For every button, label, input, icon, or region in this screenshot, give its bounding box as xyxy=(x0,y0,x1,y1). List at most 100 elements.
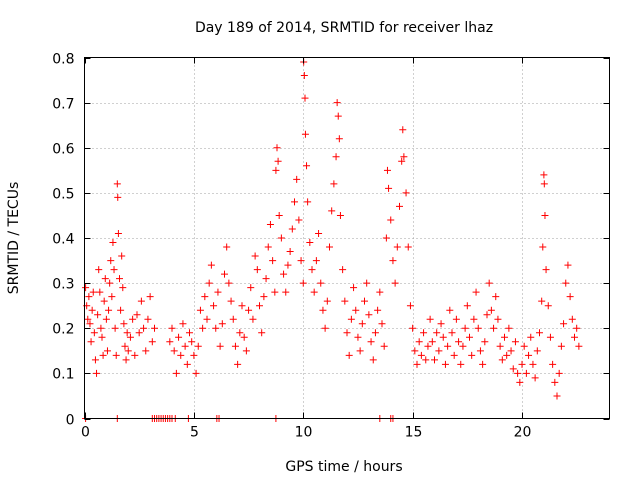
data-point xyxy=(396,202,403,210)
data-point xyxy=(399,126,407,134)
data-point xyxy=(533,347,541,355)
data-point xyxy=(481,338,489,346)
data-point xyxy=(94,311,102,319)
data-point xyxy=(114,193,122,201)
data-point xyxy=(121,342,129,350)
data-point xyxy=(82,284,90,292)
data-point xyxy=(347,315,355,323)
data-point xyxy=(472,288,480,296)
y-tick-label: 0.4 xyxy=(52,232,74,248)
data-point xyxy=(536,329,543,337)
data-point xyxy=(229,315,237,323)
x-axis-label: GPS time / hours xyxy=(285,459,402,475)
y-tick-label: 0.2 xyxy=(52,322,74,338)
data-point xyxy=(140,324,148,332)
data-point xyxy=(571,333,578,341)
data-point xyxy=(188,338,196,346)
data-point xyxy=(356,347,364,355)
data-point xyxy=(247,284,255,292)
data-point xyxy=(126,333,134,341)
data-point xyxy=(108,293,116,301)
data-point xyxy=(231,342,239,350)
data-point xyxy=(274,157,282,165)
data-point xyxy=(326,243,333,251)
data-point xyxy=(409,324,417,332)
data-point xyxy=(540,171,548,179)
data-point xyxy=(525,351,533,359)
data-point xyxy=(135,329,143,337)
data-point xyxy=(387,216,395,224)
data-point xyxy=(490,324,498,332)
data-point xyxy=(319,306,327,314)
data-point xyxy=(175,333,183,341)
data-point xyxy=(424,342,432,350)
data-point xyxy=(84,315,92,323)
y-tick-label: 0 xyxy=(66,413,75,429)
data-point xyxy=(201,293,209,301)
data-point xyxy=(266,220,274,228)
data-point xyxy=(297,257,305,265)
data-point xyxy=(428,338,436,346)
data-point xyxy=(242,347,250,355)
data-point xyxy=(304,198,312,206)
data-point xyxy=(272,166,280,174)
data-point xyxy=(444,342,452,350)
data-point xyxy=(205,279,213,287)
data-point xyxy=(179,320,187,328)
data-point xyxy=(144,315,152,323)
data-point xyxy=(148,338,156,346)
data-point xyxy=(99,351,107,359)
data-point xyxy=(562,279,570,287)
data-point xyxy=(463,302,471,310)
data-point xyxy=(88,306,96,314)
data-point xyxy=(146,293,154,301)
data-point xyxy=(105,306,113,314)
data-point xyxy=(371,329,379,337)
data-point xyxy=(369,356,377,364)
data-point xyxy=(300,72,308,80)
data-point xyxy=(129,315,137,323)
y-tick-label: 0.8 xyxy=(52,52,74,68)
data-point xyxy=(551,378,559,386)
data-point xyxy=(541,211,549,219)
data-point xyxy=(86,320,94,328)
x-tick-label: 10 xyxy=(295,425,313,441)
data-point xyxy=(450,351,458,359)
data-point xyxy=(301,130,309,138)
data-point xyxy=(437,320,445,328)
data-point xyxy=(207,261,215,269)
data-point xyxy=(343,329,351,337)
data-point xyxy=(446,306,454,314)
chart-title: Day 189 of 2014, SRMTID for receiver lha… xyxy=(195,20,493,36)
data-point xyxy=(367,338,375,346)
data-point xyxy=(413,360,421,368)
data-point xyxy=(539,243,547,251)
data-point xyxy=(98,333,106,341)
data-point xyxy=(114,229,122,237)
data-point xyxy=(339,266,347,274)
data-point xyxy=(111,324,119,332)
data-point xyxy=(474,324,482,332)
data-point xyxy=(299,279,307,287)
data-point xyxy=(402,189,410,197)
data-point xyxy=(95,266,103,274)
data-point xyxy=(210,302,218,310)
data-point xyxy=(245,306,253,314)
data-point xyxy=(374,306,382,314)
data-point xyxy=(133,311,141,319)
data-point xyxy=(196,306,204,314)
data-point xyxy=(91,356,99,364)
data-point xyxy=(531,374,539,382)
data-point xyxy=(382,234,390,242)
y-axis-label: SRMTID / TECUs xyxy=(6,182,22,295)
data-point xyxy=(564,261,572,269)
y-tick-label: 0.6 xyxy=(52,142,74,158)
y-tick-label: 0.5 xyxy=(52,187,74,203)
data-point xyxy=(277,234,285,242)
data-point xyxy=(256,302,263,310)
data-point xyxy=(142,347,150,355)
data-point xyxy=(260,293,268,301)
data-point xyxy=(341,297,349,305)
data-point xyxy=(380,342,388,350)
